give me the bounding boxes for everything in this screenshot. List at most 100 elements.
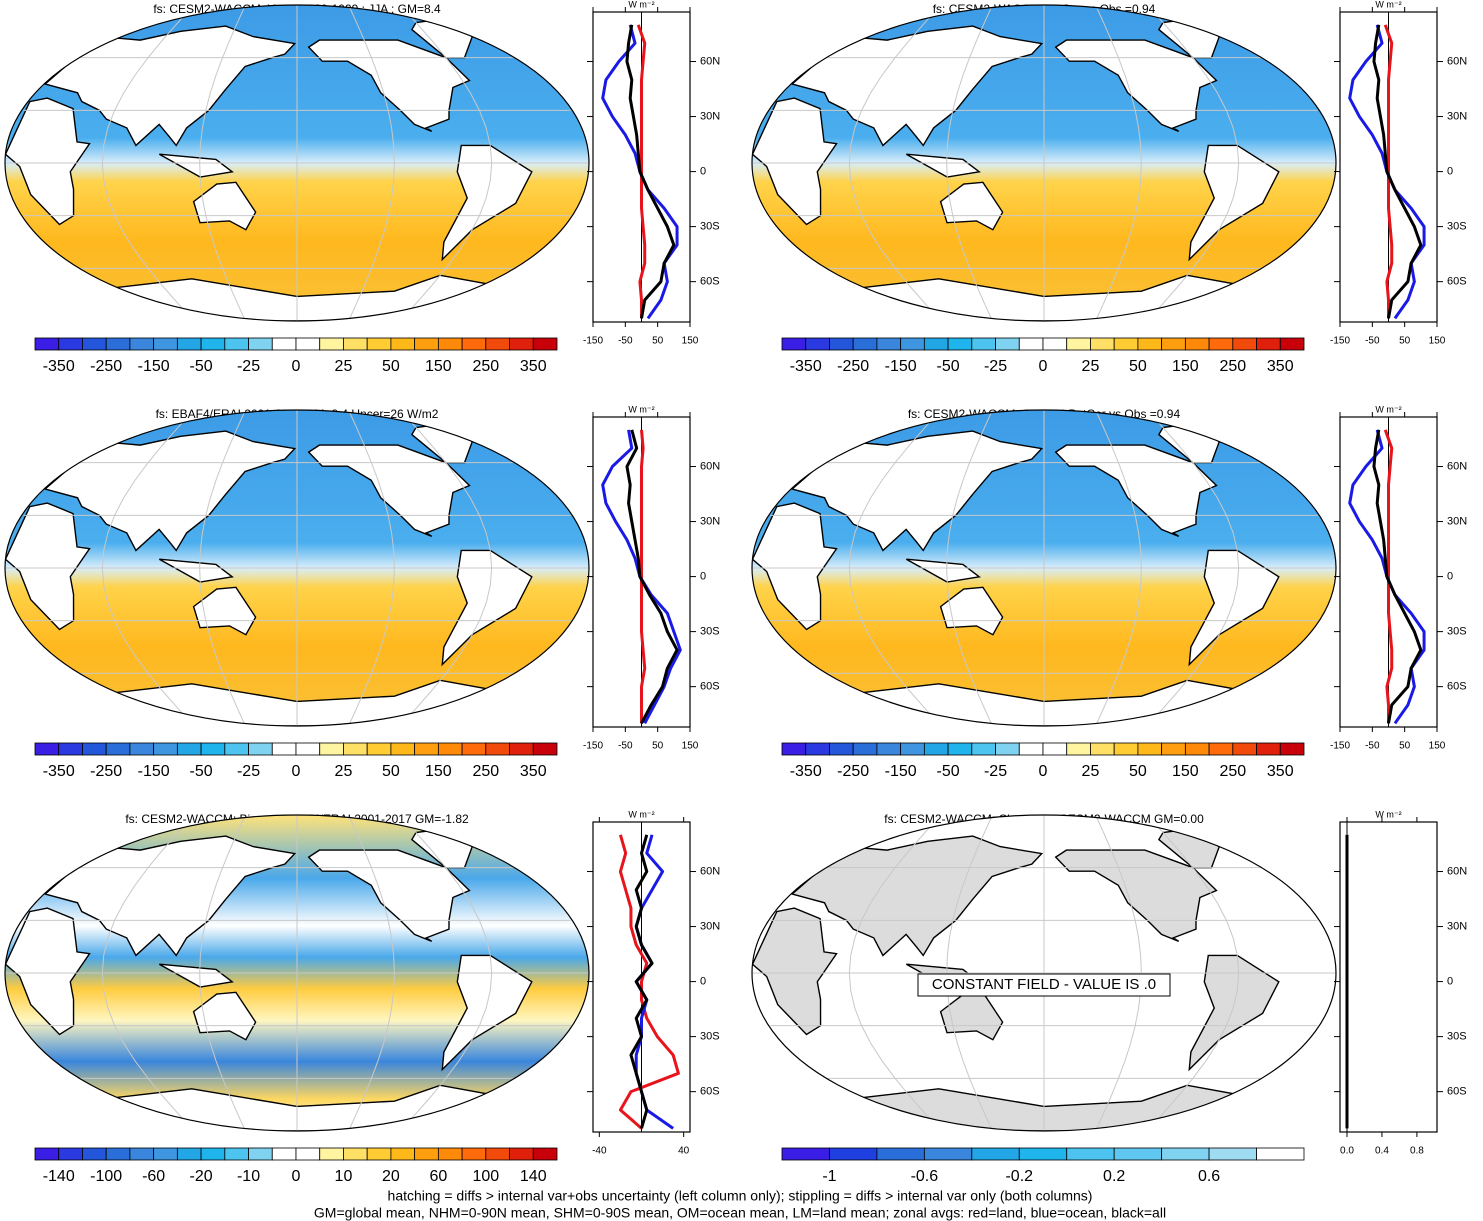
colorbar-swatch	[971, 337, 996, 351]
colorbar-swatch	[319, 742, 344, 756]
colorbar-label: 50	[1129, 358, 1147, 375]
land	[1054, 39, 1218, 133]
graticule	[946, 5, 993, 321]
colorbar-label: 50	[382, 763, 400, 780]
unit-label: W m⁻²	[628, 0, 654, 9]
colorbar-label: 250	[472, 358, 499, 375]
land	[192, 991, 257, 1041]
colorbar-label: -350	[43, 763, 75, 780]
colorbar-label: 10	[335, 1168, 353, 1185]
colorbar-label: 50	[1129, 763, 1147, 780]
zonal-line	[1372, 429, 1423, 724]
colorbar-swatch	[461, 337, 487, 351]
unit-label: W m⁻²	[628, 404, 654, 414]
colorbar-swatch	[1066, 1147, 1115, 1161]
unit-label: W m⁻²	[1375, 809, 1401, 819]
footer-note: hatching = diffs > internal var+obs unce…	[388, 1188, 1093, 1204]
map	[752, 5, 1336, 321]
colorbar-swatch	[1232, 742, 1257, 756]
graticule	[399, 410, 493, 726]
colorbar-swatch	[1042, 337, 1068, 351]
map	[752, 815, 1336, 1131]
colorbar-swatch	[1256, 1147, 1305, 1161]
colorbar-swatch	[1113, 337, 1139, 351]
land	[906, 153, 981, 178]
colorbar-swatch	[58, 337, 83, 351]
colorbar-swatch	[58, 1147, 83, 1161]
colorbar-swatch	[1279, 337, 1305, 351]
colorbar-swatch	[319, 337, 344, 351]
colorbar-swatch	[437, 1147, 463, 1161]
colorbar-swatch	[485, 337, 510, 351]
x-tick-label: 40	[678, 1146, 690, 1157]
y-tick-label: 0	[700, 975, 706, 987]
colorbar-swatch	[414, 742, 439, 756]
colorbar-swatch	[271, 1147, 297, 1161]
colorbar-label: 60	[429, 1168, 447, 1185]
zonal-line	[625, 429, 679, 725]
annotation: CONSTANT FIELD - VALUE IS .0	[932, 976, 1156, 993]
map	[5, 5, 589, 321]
land	[752, 502, 838, 631]
colorbar-swatch	[781, 337, 807, 351]
land	[441, 549, 533, 667]
graticule	[1095, 5, 1142, 321]
map	[5, 410, 589, 726]
zonal-line	[1372, 24, 1423, 319]
colorbar-label: -250	[837, 763, 869, 780]
graticule	[1146, 410, 1240, 726]
graticule	[199, 815, 246, 1131]
colorbar-swatch	[224, 337, 249, 351]
y-tick-label: 0	[1447, 975, 1453, 987]
unit-label: W m⁻²	[1375, 404, 1401, 414]
colorbar-label: -150	[885, 358, 917, 375]
colorbar-swatch	[366, 742, 392, 756]
colorbar-label: -25	[237, 763, 260, 780]
x-tick-label: 150	[1429, 336, 1446, 347]
colorbar-swatch	[105, 337, 131, 351]
y-tick-label: 30S	[1447, 1031, 1467, 1043]
colorbar-swatch	[923, 742, 949, 756]
land	[752, 907, 838, 1036]
colorbar-label: -150	[138, 358, 170, 375]
x-tick-label: 50	[1399, 336, 1411, 347]
colorbar-label: 50	[382, 358, 400, 375]
colorbar-swatch	[995, 742, 1020, 756]
colorbar-label: -0.6	[911, 1168, 939, 1185]
land	[192, 586, 257, 636]
colorbar-swatch	[437, 337, 463, 351]
colorbar-label: -140	[43, 1168, 75, 1185]
colorbar-swatch	[532, 337, 558, 351]
land	[307, 849, 471, 943]
x-tick-label: -50	[1365, 336, 1380, 347]
colorbar-swatch	[1042, 742, 1068, 756]
colorbar-swatch	[1018, 742, 1044, 756]
colorbar-swatch	[1256, 742, 1281, 756]
colorbar-swatch	[248, 742, 273, 756]
colorbar-swatch	[1161, 1147, 1210, 1161]
x-tick-label: 0.8	[1410, 1146, 1424, 1157]
colorbar-swatch	[224, 1147, 249, 1161]
graticule	[1095, 410, 1142, 726]
colorbar-swatch	[129, 1147, 155, 1161]
graticule	[946, 410, 993, 726]
y-tick-label: 60S	[1447, 1086, 1467, 1098]
colorbar-label: -10	[237, 1168, 260, 1185]
graticule	[848, 815, 942, 1131]
colorbar-swatch	[176, 742, 202, 756]
colorbar-swatch	[781, 1147, 830, 1161]
colorbar-swatch	[34, 337, 60, 351]
colorbar-label: -150	[138, 763, 170, 780]
colorbar-swatch	[390, 742, 416, 756]
colorbar-swatch	[805, 337, 830, 351]
colorbar-swatch	[852, 337, 878, 351]
y-tick-label: 30S	[1447, 221, 1467, 233]
y-tick-label: 60S	[1447, 276, 1467, 288]
colorbar-swatch	[200, 337, 226, 351]
colorbar-label: 350	[520, 358, 547, 375]
land	[1054, 849, 1218, 943]
y-tick-label: 60N	[700, 55, 720, 67]
y-tick-label: 0	[1447, 570, 1453, 582]
x-tick-label: -150	[583, 741, 603, 752]
